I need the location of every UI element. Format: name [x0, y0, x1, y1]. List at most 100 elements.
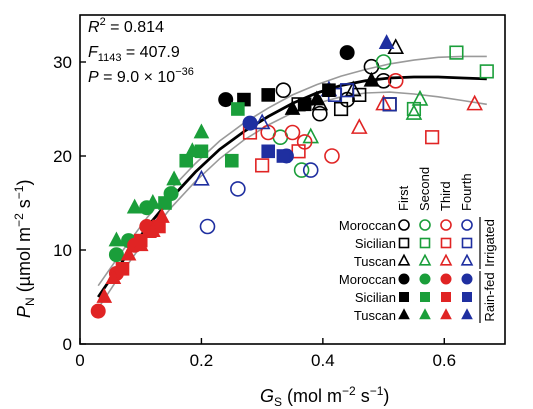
- open-triangle-point: [411, 89, 429, 106]
- legend-row-label: Sicilian: [355, 290, 396, 305]
- y-tick-label: 20: [53, 147, 72, 166]
- filled-square-point: [322, 83, 336, 98]
- open-circle-point: [312, 105, 328, 122]
- stat-p: P = 9.0 × 10−36: [88, 66, 194, 86]
- legend-marker: [440, 219, 452, 231]
- filled-triangle-point: [96, 287, 113, 303]
- legend-row-label: Tuscan: [354, 254, 396, 269]
- legend-group-label: Irrigated: [482, 219, 497, 267]
- legend-column-header: Third: [438, 181, 453, 211]
- legend-row-label: Moroccan: [339, 218, 396, 233]
- filled-triangle-point: [145, 193, 161, 209]
- legend-marker: [419, 237, 431, 249]
- legend-row-label: Moroccan: [339, 272, 396, 287]
- legend-marker: [461, 308, 473, 320]
- open-square-point: [340, 83, 355, 98]
- filled-circle-point: [218, 92, 234, 108]
- filled-triangle-point: [184, 142, 201, 158]
- y-tick-label: 0: [63, 335, 72, 354]
- filled-circle-point: [90, 303, 106, 319]
- legend-marker: [461, 273, 473, 285]
- filled-square-point: [115, 262, 130, 276]
- x-axis-title: GS (mol m−2 s−1): [260, 384, 389, 409]
- filled-square-point: [261, 88, 276, 102]
- legend-marker: [420, 292, 430, 302]
- open-square-point: [291, 144, 306, 159]
- filled-triangle-point: [126, 198, 143, 214]
- filled-square-point: [158, 196, 172, 210]
- filled-square-point: [297, 97, 312, 112]
- filled-square-point: [276, 149, 291, 163]
- filled-circle-point: [339, 45, 355, 61]
- legend-row-label: Sicilian: [355, 236, 396, 251]
- legend-marker: [440, 273, 452, 285]
- filled-square-point: [261, 144, 276, 159]
- legend-marker: [397, 253, 411, 266]
- open-circle-point: [230, 181, 246, 197]
- filled-triangle-point: [120, 245, 137, 261]
- legend-marker: [399, 292, 409, 302]
- legend-marker: [398, 237, 410, 249]
- legend: First Second Third Fourth Moroccan Sicilian Tu…: [339, 167, 497, 323]
- y-axis-title: PN (µmol m−2 s−1): [12, 180, 37, 318]
- open-circle-point: [375, 73, 392, 89]
- legend-marker: [441, 292, 451, 302]
- filled-circle-point: [108, 247, 124, 263]
- open-circle-point: [199, 218, 216, 235]
- legend-marker: [419, 308, 431, 320]
- legend-marker: [461, 219, 473, 231]
- legend-marker: [419, 219, 431, 231]
- data-points: [90, 34, 494, 319]
- open-square-point: [382, 97, 397, 112]
- open-circle-point: [324, 148, 340, 164]
- filled-triangle-point: [308, 90, 325, 106]
- x-tick-label: 0: [75, 351, 84, 370]
- legend-column-header: Fourth: [459, 173, 474, 211]
- legend-marker: [462, 292, 472, 302]
- open-circle-point: [375, 54, 392, 70]
- legend-marker: [461, 237, 473, 249]
- filled-square-point: [224, 153, 239, 168]
- legend-marker: [440, 308, 452, 320]
- x-tick-label: 0.2: [190, 351, 214, 370]
- open-triangle-point: [253, 113, 271, 130]
- stat-f: F1143 = 407.9: [88, 44, 180, 64]
- stat-r2: R2 = 0.814: [88, 16, 164, 36]
- open-square-point: [449, 45, 464, 60]
- filled-triangle-point: [132, 236, 149, 252]
- open-square-point: [333, 101, 349, 117]
- legend-column-header: Second: [417, 167, 432, 211]
- legend-marker: [460, 253, 474, 266]
- y-tick-label: 10: [53, 241, 72, 260]
- filled-triangle-point: [284, 99, 301, 115]
- open-circle-point: [284, 124, 301, 141]
- open-circle-point: [275, 82, 292, 98]
- filled-triangle-point: [378, 34, 395, 50]
- open-triangle-point: [193, 169, 210, 186]
- filled-square-point: [231, 102, 245, 116]
- open-circle-point: [387, 73, 404, 89]
- open-circle-point: [293, 162, 310, 178]
- x-tick-label: 0.4: [311, 351, 335, 370]
- open-square-point: [479, 64, 494, 79]
- legend-marker: [398, 219, 410, 231]
- filled-triangle-point: [108, 231, 125, 247]
- open-triangle-point: [466, 94, 483, 111]
- filled-triangle-point: [145, 222, 161, 238]
- filled-triangle-point: [193, 123, 210, 139]
- legend-row-label: Tuscan: [354, 308, 396, 323]
- legend-column-header: First: [396, 185, 411, 211]
- open-triangle-point: [350, 118, 368, 134]
- filled-triangle-point: [154, 208, 170, 223]
- legend-marker: [440, 237, 452, 249]
- filled-triangle-point: [363, 71, 380, 87]
- legend-marker: [398, 308, 410, 320]
- plot-frame: [79, 14, 506, 345]
- y-tick-label: 30: [53, 53, 72, 72]
- x-tick-label: 0.6: [432, 351, 456, 370]
- filled-triangle-point: [105, 269, 122, 285]
- legend-marker: [419, 273, 431, 285]
- legend-marker: [398, 273, 410, 285]
- open-circle-point: [302, 162, 319, 178]
